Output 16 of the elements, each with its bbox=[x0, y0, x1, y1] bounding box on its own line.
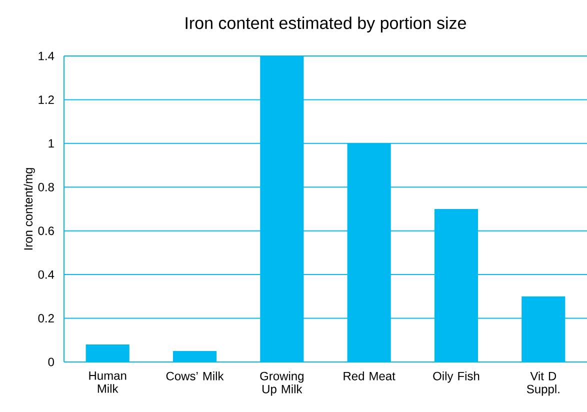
y-tick-label: 1.2 bbox=[38, 96, 54, 104]
y-tick-label: 0.6 bbox=[38, 226, 54, 236]
y-tick-label: 0.4 bbox=[38, 270, 54, 279]
x-tick-label: Oily Fish bbox=[433, 372, 480, 383]
chart-title: Iron content estimated by portion size bbox=[186, 16, 466, 32]
x-tick-label: Growing Up Milk bbox=[260, 372, 304, 396]
x-tick-label: Cows’ Milk bbox=[166, 372, 224, 380]
y-tick-label: 0 bbox=[48, 358, 54, 366]
x-tick-label: Vit D Suppl. bbox=[526, 372, 560, 396]
y-axis-title: Iron content/mg bbox=[24, 168, 35, 250]
y-tick-label: 0.2 bbox=[38, 314, 54, 323]
x-tick-label: Human Milk bbox=[89, 372, 126, 393]
y-tick-label: 1.4 bbox=[38, 52, 54, 60]
x-tick-label: Red Meat bbox=[344, 372, 396, 380]
y-tick-label: 1 bbox=[48, 139, 54, 148]
y-tick-label: 0.8 bbox=[38, 182, 54, 192]
